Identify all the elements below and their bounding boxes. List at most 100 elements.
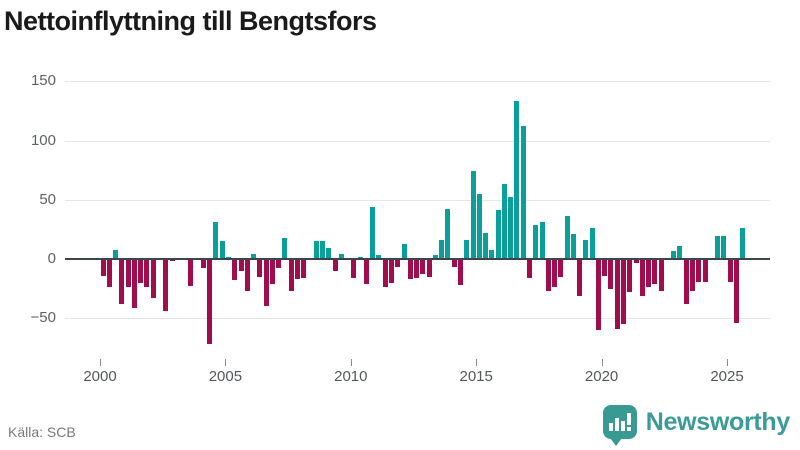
bar-2017-Q4 — [545, 259, 551, 291]
bar-2015-Q1 — [476, 193, 482, 259]
newsworthy-logo[interactable]: Newsworthy — [602, 405, 790, 446]
bar-2020-Q1 — [602, 259, 608, 276]
bar-2023-Q3 — [689, 259, 695, 291]
bar-2009-Q3 — [338, 254, 344, 259]
bar-2005-Q2 — [232, 259, 238, 281]
bar-2019-Q1 — [577, 259, 583, 296]
y-axis-label-50: 50 — [39, 190, 56, 208]
x-axis-tick-2025 — [727, 359, 728, 366]
bar-2023-Q2 — [683, 259, 689, 305]
bar-2019-Q3 — [589, 228, 595, 259]
page-title: Nettoinflyttning till Bengtsfors — [4, 6, 377, 36]
bar-2012-Q2 — [407, 259, 413, 280]
bar-2018-Q2 — [558, 259, 564, 277]
bar-2008-Q3 — [313, 241, 319, 259]
bar-2022-Q2 — [658, 259, 664, 291]
bar-2024-Q1 — [702, 259, 708, 282]
x-axis-tick-2000 — [100, 359, 101, 366]
bar-2014-Q1 — [451, 259, 457, 268]
bar-2021-Q1 — [627, 259, 633, 293]
y-axis-label-150: 150 — [30, 72, 56, 90]
bar-2013-Q4 — [445, 209, 451, 259]
x-axis-label-2025: 2025 — [710, 368, 744, 385]
bar-2025-Q3 — [740, 228, 746, 259]
bar-2019-Q4 — [595, 259, 601, 331]
bar-2016-Q2 — [508, 197, 514, 259]
bar-2019-Q2 — [583, 240, 589, 259]
x-axis-tick-2005 — [225, 359, 227, 366]
bar-2012-Q1 — [401, 243, 407, 259]
bar-2000-Q1 — [100, 259, 106, 276]
bar-2014-Q3 — [464, 240, 470, 259]
bar-2015-Q3 — [489, 249, 495, 259]
bar-2018-Q4 — [570, 234, 576, 259]
x-axis-tick-2020 — [601, 359, 603, 366]
bar-2010-Q4 — [370, 206, 376, 259]
bar-2012-Q4 — [420, 259, 426, 275]
bar-2000-Q2 — [106, 259, 112, 288]
bar-2004-Q1 — [200, 259, 206, 269]
bar-2020-Q2 — [608, 259, 614, 289]
bar-2010-Q1 — [351, 259, 357, 278]
x-axis-label-2020: 2020 — [584, 368, 619, 385]
bar-2005-Q1 — [226, 256, 231, 259]
bar-2015-Q4 — [495, 210, 501, 259]
bar-2007-Q3 — [288, 259, 294, 291]
bar-2000-Q3 — [113, 249, 119, 259]
bar-2001-Q1 — [125, 259, 131, 288]
gridline-150 — [65, 81, 770, 83]
bar-2015-Q2 — [483, 232, 489, 259]
bar-2007-Q2 — [282, 237, 288, 259]
y-axis-label-0: 0 — [47, 250, 56, 267]
bar-2006-Q3 — [263, 259, 269, 307]
bar-2025-Q1 — [727, 259, 733, 282]
bar-2000-Q4 — [119, 259, 125, 305]
bar-2005-Q4 — [244, 259, 250, 291]
bar-2021-Q3 — [639, 259, 645, 296]
bar-2009-Q1 — [326, 248, 332, 259]
bar-2021-Q2 — [633, 259, 639, 263]
bar-2022-Q1 — [652, 259, 658, 284]
bar-2018-Q1 — [552, 259, 558, 288]
gridline-100 — [65, 140, 770, 142]
bar-2024-Q4 — [721, 236, 727, 259]
bar-2013-Q2 — [432, 255, 438, 259]
bar-2002-Q3 — [163, 259, 169, 312]
y-axis-label-100: 100 — [30, 131, 56, 149]
bar-2016-Q3 — [514, 101, 520, 259]
bar-2006-Q4 — [269, 259, 275, 284]
bar-2020-Q3 — [614, 259, 620, 329]
bar-2014-Q4 — [470, 171, 476, 259]
bar-2014-Q2 — [457, 259, 463, 286]
bar-2022-Q4 — [671, 250, 677, 259]
net-migration-bar-chart: 150 100 50 0 −50 2000 2005 2010 2015 2020 2025 — [30, 72, 770, 385]
x-axis-label-2005: 2005 — [208, 368, 243, 385]
bar-2017-Q3 — [539, 222, 545, 259]
bar-2016-Q1 — [501, 184, 507, 259]
bar-2010-Q2 — [357, 256, 363, 259]
bar-2004-Q2 — [207, 259, 213, 345]
zero-line — [65, 258, 770, 260]
x-axis-tick-2010 — [350, 359, 352, 366]
bar-2007-Q4 — [294, 259, 300, 280]
bar-2018-Q3 — [564, 216, 570, 259]
bar-2011-Q3 — [389, 259, 395, 283]
bar-2004-Q3 — [213, 222, 219, 259]
x-axis-label-2010: 2010 — [334, 368, 368, 385]
bar-2008-Q1 — [301, 259, 307, 278]
x-axis-tick-2015 — [476, 359, 478, 366]
bar-2004-Q4 — [219, 241, 225, 259]
bar-2006-Q2 — [257, 259, 263, 277]
x-axis-label-2000: 2000 — [83, 368, 117, 385]
bar-2001-Q4 — [144, 259, 150, 288]
bar-2013-Q1 — [426, 259, 432, 277]
bar-2013-Q3 — [439, 240, 445, 259]
bar-2023-Q1 — [677, 245, 683, 259]
bar-2003-Q3 — [188, 259, 194, 287]
x-axis-label-2015: 2015 — [459, 368, 493, 385]
bar-2001-Q3 — [138, 259, 144, 283]
bar-2008-Q4 — [320, 241, 326, 259]
bar-2002-Q4 — [169, 259, 175, 262]
bar-2007-Q1 — [276, 259, 282, 269]
bar-2017-Q1 — [526, 259, 532, 278]
